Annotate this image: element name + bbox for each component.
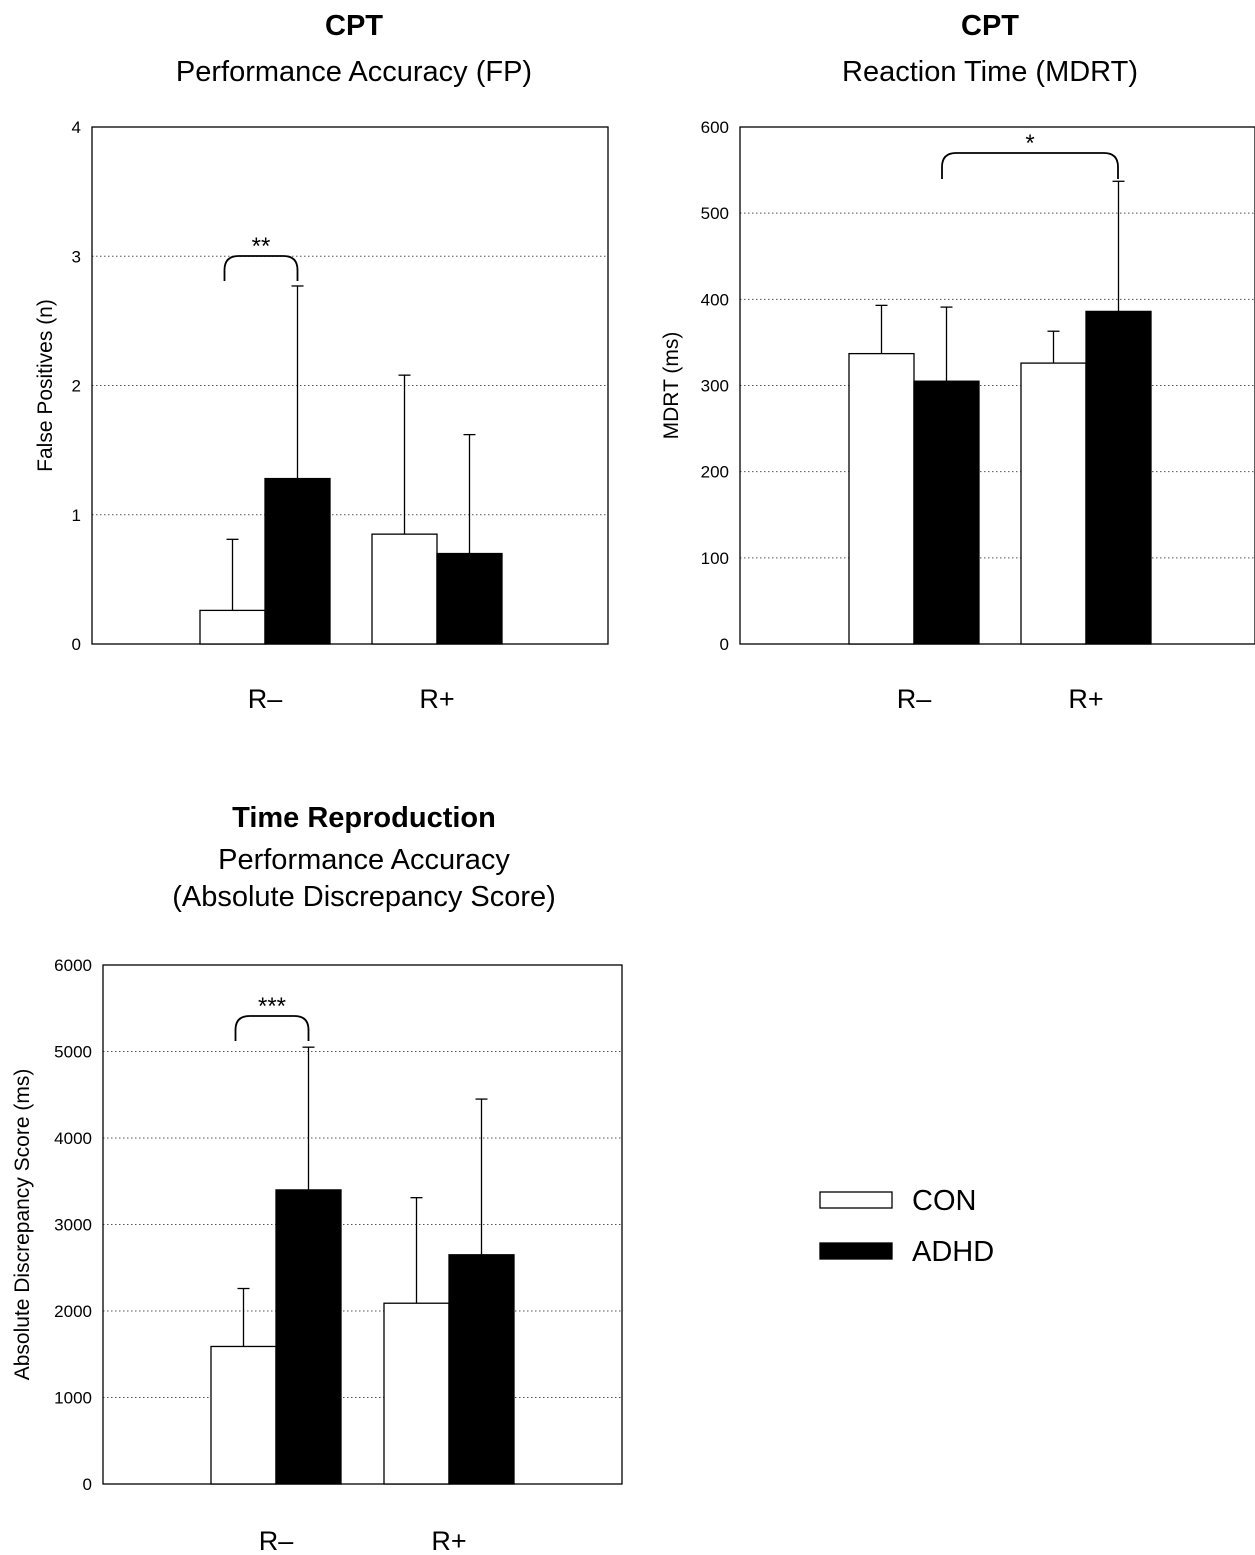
bar-con-2 [383,1302,450,1485]
chart-title: CPT [325,10,383,42]
y-tick-label: 4000 [54,1129,92,1148]
chart-2: CPT Reaction Time (MDRT) 0 100 200 300 400 500 6… [660,10,1255,714]
significance-label: *** [258,993,286,1020]
bar-con-1 [848,352,915,645]
significance-label: * [1025,130,1034,157]
y-tick-label: 1000 [54,1389,92,1408]
y-tick-label: 0 [720,635,729,654]
y-tick-label: 100 [701,549,729,568]
y-tick-label: 3 [72,247,81,266]
y-tick-label: 5000 [54,1043,92,1062]
bar-con-1 [210,1345,277,1485]
chart-subtitle: Performance Accuracy (FP) [176,56,532,88]
y-tick-label: 1 [72,506,81,525]
y-tick-label: 6000 [54,956,92,975]
y-tick-label: 0 [83,1475,92,1494]
y-tick-label: 2 [72,377,81,396]
bar-adhd-1 [913,380,980,645]
category-label: R– [897,684,932,714]
y-axis-label: MDRT (ms) [660,332,683,440]
bar-con-2 [1020,362,1087,645]
chart-1: CPT Performance Accuracy (FP) 0 1 2 3 4 False P… [34,10,609,714]
bar-adhd-1 [275,1189,342,1485]
y-tick-label: 200 [701,463,729,482]
legend-swatch-adhd [819,1242,893,1260]
chart-title: Time Reproduction [232,802,496,834]
plot-frame [91,126,609,645]
chart-title: CPT [961,10,1019,42]
y-tick-label: 400 [701,290,729,309]
plot-frame [102,964,623,1485]
legend-label: ADHD [912,1236,994,1268]
y-tick-label: 600 [701,118,729,137]
bar-adhd-2 [448,1254,515,1485]
y-tick-label: 4 [72,118,81,137]
y-tick-label: 0 [72,635,81,654]
y-tick-label: 500 [701,204,729,223]
category-label: R+ [419,684,454,714]
significance-bracket [223,255,299,281]
bar-con-2 [371,533,438,645]
chart-subtitle-2: (Absolute Discrepancy Score) [172,881,556,913]
chart-subtitle: Performance Accuracy [218,844,510,876]
significance-bracket [234,1015,310,1041]
legend-swatch-con [819,1191,893,1209]
category-label: R– [259,1526,294,1555]
significance-bracket [941,152,1119,179]
category-label: R+ [431,1526,466,1555]
y-axis-label: Absolute Discrepancy Score (ms) [11,1069,34,1381]
bar-con-1 [199,609,266,645]
y-tick-label: 2000 [54,1302,92,1321]
chart-3: Time Reproduction Performance Accuracy (Ab… [11,802,623,1555]
plot-frame [739,126,1255,645]
bar-adhd-2 [436,552,503,645]
y-tick-label: 3000 [54,1216,92,1235]
category-label: R+ [1068,684,1103,714]
category-label: R– [248,684,283,714]
y-axis-label: False Positives (n) [34,299,57,472]
bar-adhd-2 [1085,310,1152,645]
bar-adhd-1 [264,477,331,645]
legend: CON ADHD [819,1185,994,1268]
chart-subtitle: Reaction Time (MDRT) [842,56,1138,88]
legend-label: CON [912,1185,976,1217]
y-tick-label: 300 [701,377,729,396]
significance-label: ** [252,233,271,260]
